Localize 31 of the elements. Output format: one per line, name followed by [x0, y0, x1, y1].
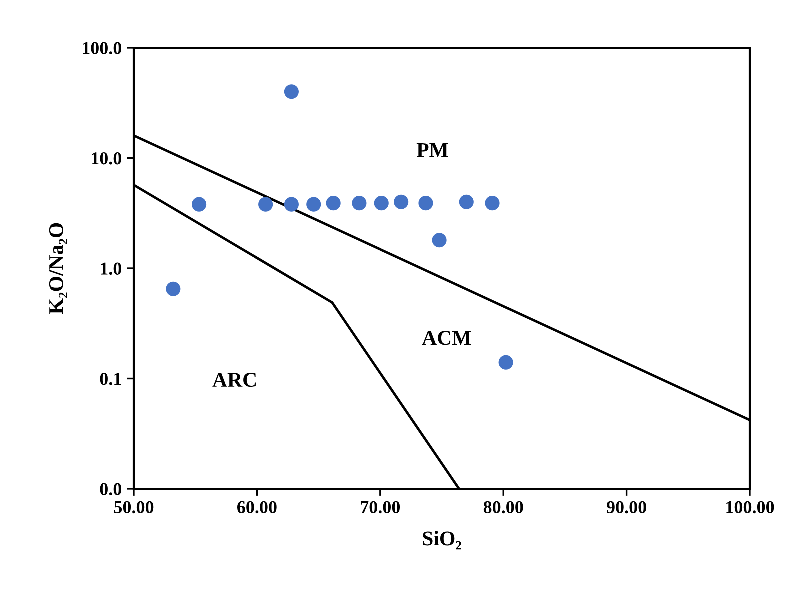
y-tick-label: 0.1 — [100, 373, 122, 386]
point — [498, 355, 514, 370]
point — [459, 194, 474, 210]
point — [192, 197, 207, 212]
y-tick-label: 10.0 — [92, 152, 122, 165]
annotation: PM — [416, 143, 448, 158]
annotation: ACM — [422, 331, 472, 346]
point — [284, 84, 299, 100]
point — [485, 196, 500, 211]
y-tick-label: 1.0 — [101, 262, 122, 276]
y-tick-label: 100.0 — [83, 42, 122, 55]
point — [306, 197, 322, 212]
x-tick-label: 90.00 — [606, 501, 646, 514]
y-axis-title: K₂O/Na₂O — [49, 223, 68, 314]
point — [352, 196, 367, 211]
point — [284, 197, 299, 212]
point — [432, 233, 447, 248]
x-tick-label: 60.00 — [238, 501, 277, 514]
point — [418, 196, 434, 211]
y-tick-label: 0.0 — [100, 483, 122, 496]
point — [166, 282, 181, 296]
x-tick-label: 80.00 — [484, 501, 524, 514]
point — [326, 196, 341, 211]
x-tick-label: 70.00 — [361, 501, 400, 514]
x-tick-label: 100.00 — [726, 501, 774, 514]
point — [394, 194, 409, 210]
point — [374, 196, 389, 211]
annotation: ARC — [212, 373, 256, 388]
x-tick-label: 50.00 — [114, 501, 154, 514]
x-axis-title: SiO₂ — [423, 531, 462, 550]
point — [258, 197, 274, 212]
